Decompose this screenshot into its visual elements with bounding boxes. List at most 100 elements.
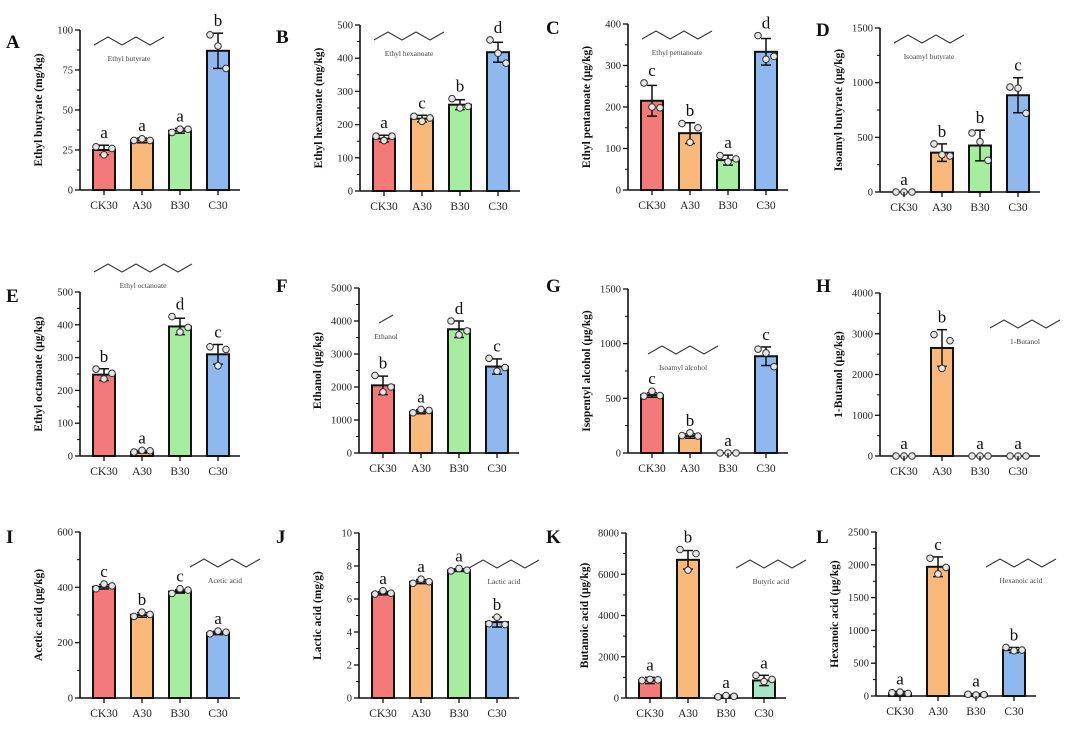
x-tick-label: C30 xyxy=(487,708,506,720)
molecule-name: Ethyl pentanoate xyxy=(652,48,703,57)
y-tick-label: 4000 xyxy=(598,611,619,622)
x-tick-label: B30 xyxy=(716,708,735,720)
panel-i: I 0 200 400 600 Acetic acid (μg/kg) CK30 c A30 b B… xyxy=(0,490,270,730)
x-tick-label: C30 xyxy=(756,463,775,475)
significance-letter: c xyxy=(176,567,184,586)
molecule-name: Ethyl hexanoate xyxy=(385,49,434,58)
significance-letter: b xyxy=(976,108,985,127)
bar-a30 xyxy=(410,117,434,192)
data-point xyxy=(714,692,722,701)
chart-k: K 0 2000 4000 6000 8000 Butanoic acid (μg/kg) C… xyxy=(546,527,807,720)
data-point xyxy=(455,331,463,339)
data-point xyxy=(686,138,694,147)
significance-letter: a xyxy=(138,428,146,447)
y-tick-label: 0 xyxy=(68,452,73,463)
significance-letter: c xyxy=(648,369,656,388)
x-tick-label: C30 xyxy=(754,708,773,720)
y-axis-label: Ethyl pentanoate (μg/kg) xyxy=(581,46,593,168)
y-axis-label: Butanoic acid (μg/kg) xyxy=(579,563,591,669)
significance-letter: b xyxy=(379,353,388,372)
x-tick-label: C30 xyxy=(208,466,227,478)
y-axis-label: Isoamyl butyrate (μg/kg) xyxy=(833,49,845,171)
data-point xyxy=(768,675,776,684)
data-point xyxy=(371,590,379,598)
significance-letter: d xyxy=(494,18,503,37)
panel-g: G 0 500 1000 1500 Isopentyl alcohol (μg/kg) CK… xyxy=(540,270,810,510)
chart-a: A 0 25 50 75 100 Ethyl butyrate (mg/kg) CK30 a A3… xyxy=(6,11,240,212)
data-point xyxy=(409,579,417,588)
y-axis-label: Lactic acid (mg/g) xyxy=(312,571,324,660)
data-point xyxy=(206,630,214,638)
x-tick-label: A30 xyxy=(132,200,152,212)
bar-c30 xyxy=(754,50,778,192)
chart-f: F 0 1000 2000 3000 4000 5000 Ethanol (μg/kg) CK3… xyxy=(276,276,519,475)
panel-letter: E xyxy=(6,286,19,307)
data-point xyxy=(130,612,138,621)
y-tick-label: 0 xyxy=(616,449,621,460)
molecule-structure-icon: Isoamyl butyrate xyxy=(893,34,965,61)
significance-letter: a xyxy=(417,387,425,406)
y-axis-label: Ethyl octanoate (μg/kg) xyxy=(33,316,45,431)
data-point xyxy=(146,136,154,145)
data-point xyxy=(654,676,662,684)
data-point xyxy=(100,580,108,588)
y-tick-label: 0 xyxy=(68,694,73,705)
significance-letter: a xyxy=(176,106,184,125)
y-tick-label: 6 xyxy=(347,595,352,606)
chart-h: H 0 1000 2000 3000 4000 1-Butanol (μg/kg) CK30 a… xyxy=(816,276,1061,478)
significance-letter: d xyxy=(762,14,771,33)
y-tick-label: 300 xyxy=(605,61,621,72)
y-tick-label: 2000 xyxy=(848,560,869,571)
y-tick-label: 6000 xyxy=(598,570,619,581)
y-tick-label: 100 xyxy=(605,144,621,155)
molecule-bonds xyxy=(985,558,1057,568)
bar-b30 xyxy=(448,103,472,192)
data-point xyxy=(678,119,686,128)
data-point xyxy=(692,549,700,558)
chart-g: G 0 500 1000 1500 Isopentyl alcohol (μg/kg) CK… xyxy=(546,276,788,475)
data-point xyxy=(447,317,455,325)
panel-e: E 0 100 200 300 400 500 Ethyl octanoate (μg/kg)… xyxy=(0,230,270,478)
significance-letter: b xyxy=(214,11,223,30)
panel-l: L 0 500 1000 1500 2000 2500 Hexanoic acid (μg/k… xyxy=(810,490,1080,730)
data-point xyxy=(448,94,456,103)
data-point xyxy=(968,129,976,137)
bar-a30 xyxy=(926,565,950,697)
data-point xyxy=(379,388,387,396)
x-tick-label: B30 xyxy=(718,463,737,475)
data-point xyxy=(938,364,946,373)
data-point xyxy=(964,690,972,699)
significance-letter: a xyxy=(896,669,904,688)
y-axis-label: Ethyl butyrate (mg/kg) xyxy=(33,53,45,166)
molecule-bonds xyxy=(93,263,193,273)
y-tick-label: 10 xyxy=(342,529,353,540)
data-point xyxy=(656,391,664,400)
panel-j: J 0 2 4 6 8 10 Lactic acid (mg/g) CK30 a A30 a B30 a C… xyxy=(270,490,540,730)
data-point xyxy=(176,328,184,336)
bar-ck30 xyxy=(92,373,116,458)
bar-ck30 xyxy=(92,585,116,699)
significance-letter: b xyxy=(138,590,147,609)
data-point xyxy=(493,367,501,375)
molecule-structure-icon: Butyric acid xyxy=(735,559,807,586)
molecule-bonds xyxy=(735,559,807,569)
data-point xyxy=(214,627,222,635)
significance-letter: a xyxy=(760,653,768,672)
significance-letter: a xyxy=(900,434,908,453)
data-point xyxy=(926,554,934,563)
data-point xyxy=(1022,109,1030,118)
data-point xyxy=(638,676,646,685)
data-point xyxy=(694,432,702,440)
data-point xyxy=(146,446,154,455)
y-tick-label: 0 xyxy=(864,692,869,703)
molecule-structure-icon: Ethyl octanoate xyxy=(93,263,193,290)
data-point xyxy=(980,690,988,699)
significance-letter: c xyxy=(100,562,108,581)
panel-h: H 0 1000 2000 3000 4000 1-Butanol (μg/kg) CK30 a… xyxy=(810,270,1080,510)
x-tick-label: CK30 xyxy=(90,466,118,478)
data-point xyxy=(418,117,426,126)
data-point xyxy=(92,365,100,373)
x-tick-label: C30 xyxy=(208,708,227,720)
data-point xyxy=(222,345,230,354)
molecule-structure-icon: Ethyl butyrate xyxy=(93,36,165,63)
